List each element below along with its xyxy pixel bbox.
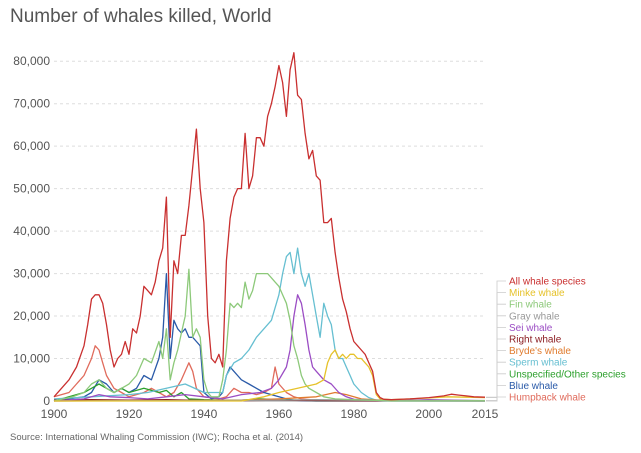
x-tick-label: 1920: [116, 407, 143, 421]
x-tick-label: 2000: [415, 407, 442, 421]
y-tick-label: 40,000: [13, 224, 50, 238]
legend-label: Right whale: [509, 335, 562, 346]
x-tick-label: 2015: [472, 407, 499, 421]
y-tick-label: 80,000: [13, 54, 50, 68]
y-tick-label: 0: [43, 394, 50, 408]
legend-connector: [486, 385, 506, 402]
y-tick-label: 30,000: [13, 267, 50, 281]
series-line: [53, 268, 486, 402]
legend-connector: [486, 292, 506, 398]
series-line: [53, 294, 486, 402]
x-tick-label: 1900: [41, 407, 68, 421]
series-line: [53, 52, 486, 401]
y-tick-label: 60,000: [13, 139, 50, 153]
legend-label: Blue whale: [509, 381, 558, 392]
legend-connector: [486, 361, 506, 402]
y-tick-label: 20,000: [13, 309, 50, 323]
legend-label: Humpback whale: [509, 393, 586, 404]
x-tick-label: 1960: [266, 407, 293, 421]
y-tick-label: 50,000: [13, 182, 50, 196]
legend-connector: [486, 396, 506, 402]
series-line: [53, 272, 485, 402]
axis-layer: 0 10,000 20,000 30,000 40,000 50,000 60,000 70,…: [13, 54, 498, 421]
series-line: [53, 247, 486, 402]
legend-label: Sperm whale: [509, 358, 568, 369]
grid-layer: [54, 60, 485, 360]
chart-title: Number of whales killed, World: [10, 6, 272, 27]
x-tick-label: 1940: [191, 407, 218, 421]
y-tick-label: 10,000: [13, 352, 50, 366]
legend-connector: [486, 338, 506, 402]
legend-label: Minke whale: [509, 288, 565, 299]
x-tick-label: 1980: [340, 407, 367, 421]
series-line: [53, 345, 486, 402]
chart-source: Source: International Whaling Commission…: [10, 432, 304, 443]
legend-label: Gray whale: [509, 311, 560, 322]
legend-connector: [486, 327, 506, 402]
legend-connector: [486, 315, 506, 401]
y-tick-label: 70,000: [13, 97, 50, 111]
legend-label: Bryde's whale: [509, 346, 571, 357]
legend-connector: [486, 350, 506, 402]
legend-label: Fin whale: [509, 300, 552, 311]
legend-label: Unspecified/Other species: [509, 369, 626, 380]
legend-label: Sei whale: [509, 323, 553, 334]
legend-connector: [486, 303, 506, 402]
series-layer: [53, 52, 486, 402]
legend-label: All whale species: [509, 277, 586, 288]
